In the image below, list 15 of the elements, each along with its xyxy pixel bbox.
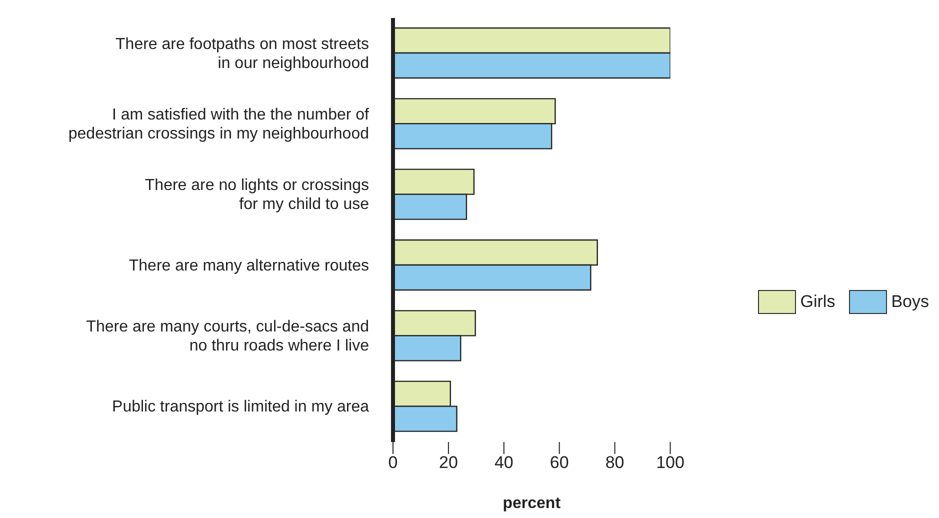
x-tick-label: 40 xyxy=(494,453,514,472)
y-tick-label: There are footpaths on most streets in our neighbourhood xyxy=(116,35,369,72)
x-tick-label: 60 xyxy=(550,453,569,472)
y-tick-label: There are no lights or crossings for my child to use xyxy=(144,176,370,213)
legend-label: Girls xyxy=(800,292,836,312)
x-tick-label: 80 xyxy=(605,453,624,472)
x-tick-label: 0 xyxy=(388,453,398,472)
x-tick-label: 20 xyxy=(438,453,458,472)
y-tick-label: Public transport is limited in my area xyxy=(112,398,370,416)
y-tick-label: There are many alternative routes xyxy=(128,256,369,274)
y-tick-label: I am satisfied with the the number of pedestrian crossings in my neighbourhood xyxy=(68,106,370,142)
y-tick-label: There are many courts, cul-de-sacs and no thru roads where I live xyxy=(86,318,370,354)
x-tick-label: 100 xyxy=(656,453,684,472)
legend-label: Boys xyxy=(891,292,929,312)
x-axis-title: percent xyxy=(502,495,562,512)
